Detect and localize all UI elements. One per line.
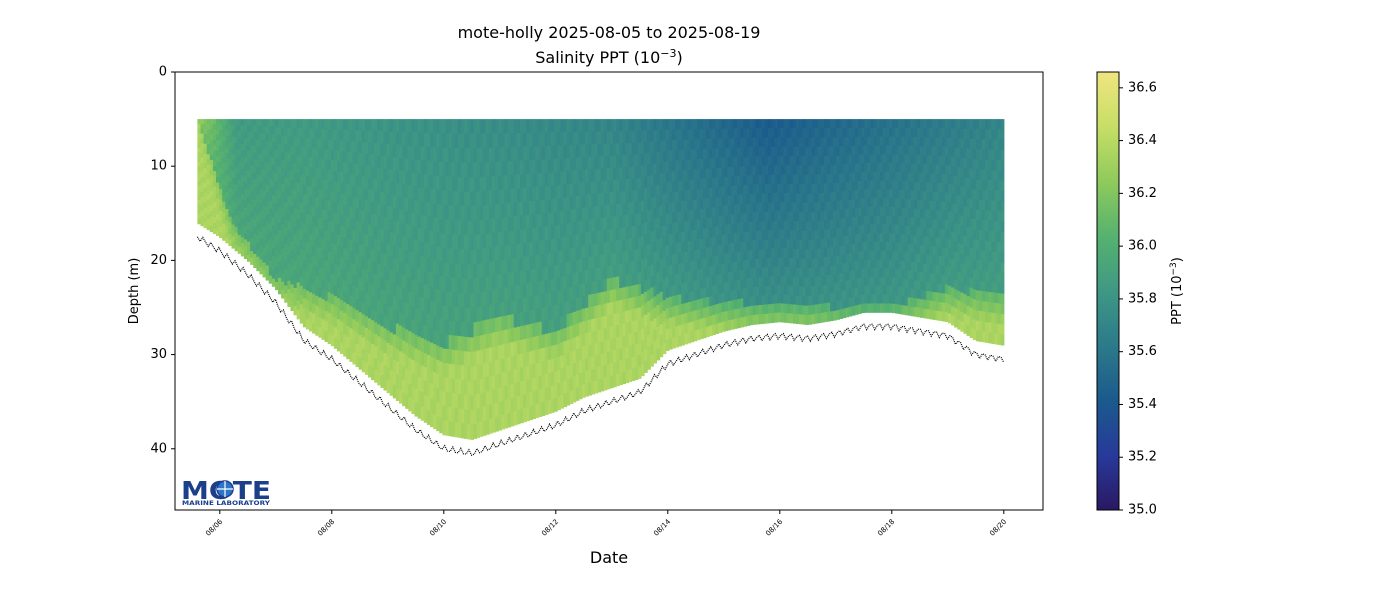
plot-area <box>197 119 1004 455</box>
chart-subtitle: Salinity PPT (10−3) <box>535 47 683 67</box>
chart-title: mote-holly 2025-08-05 to 2025-08-19 <box>458 23 761 42</box>
